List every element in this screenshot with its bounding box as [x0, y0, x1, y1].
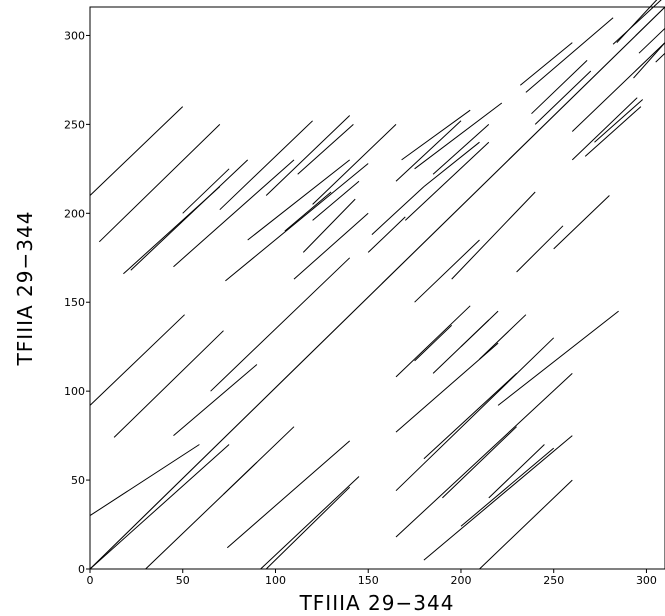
dot-plot-segment [89, 106, 184, 196]
plot-frame [89, 6, 665, 570]
dot-plot-segment [260, 476, 360, 570]
x-tick-label: 0 [87, 574, 94, 587]
dot-plot-segment [312, 124, 397, 205]
dot-plot-segment [516, 225, 564, 273]
dot-plot-segment [423, 435, 573, 561]
x-tick-label: 50 [176, 574, 190, 587]
dot-plot-segment [553, 195, 610, 250]
dot-plot-segment [616, 0, 658, 43]
y-tick-label: 300 [64, 29, 85, 42]
dot-plot-segment [302, 198, 356, 253]
dot-plot-segment [442, 426, 517, 499]
y-axis-title: TFIIIA 29−344 [13, 211, 37, 367]
dot-plot-segments [89, 0, 665, 570]
x-axis-ticks: 0 50 100 150 200 250 300 [87, 569, 657, 587]
dot-plot-segment [404, 141, 490, 221]
dot-plot-segment [460, 310, 499, 348]
dot-plot-segment [612, 0, 662, 45]
dot-plot-segment [497, 310, 619, 406]
dot-plot-segment [488, 444, 545, 499]
dot-plot-segment [519, 42, 573, 86]
dot-plot-segment [226, 440, 351, 549]
dot-plot-segment [633, 42, 665, 79]
dot-plot-segment [594, 99, 644, 143]
dot-plot-segment [219, 120, 313, 211]
dot-plot-segment [210, 257, 351, 392]
y-tick-label: 50 [71, 474, 85, 487]
dot-plot-segment [247, 159, 351, 241]
dot-plot-segment [395, 120, 462, 182]
y-tick-label: 100 [64, 385, 85, 398]
dot-plot-segment [89, 314, 185, 406]
x-tick-label: 100 [265, 574, 286, 587]
dot-plot-segment [265, 115, 351, 196]
x-tick-label: 250 [543, 574, 564, 587]
dot-plot-segment [89, 444, 230, 570]
dot-plot-segment [479, 479, 573, 570]
y-tick-label: 250 [64, 118, 85, 131]
y-tick-label: 200 [64, 207, 85, 220]
dot-plot-segment [423, 373, 517, 460]
x-tick-label: 300 [636, 574, 657, 587]
dot-plot-segment [312, 180, 360, 221]
dot-plot-segment [395, 305, 471, 378]
y-tick-label: 0 [78, 563, 85, 576]
y-axis-ticks: 0 50 100 150 200 250 300 [64, 29, 90, 576]
dot-plot-segment [479, 314, 527, 360]
dot-plot-segment [223, 426, 295, 495]
dot-plot-segment [98, 124, 221, 243]
x-tick-label: 150 [358, 574, 379, 587]
dot-plot-segment [89, 444, 200, 517]
dot-plot-segment [571, 97, 638, 161]
dot-plot-segment [414, 324, 453, 362]
dot-plot-segment [89, 6, 665, 570]
dot-plot-segment [401, 109, 471, 161]
dot-plot-segment [182, 168, 230, 214]
dot-plot-segment [531, 60, 588, 115]
dot-plot-segment [460, 447, 555, 527]
dot-plot-segment [414, 239, 480, 303]
dot-plot-segment [655, 52, 665, 63]
dot-plot-segment [371, 186, 425, 235]
dot-plot-segment [638, 27, 665, 54]
dot-plot-segment [534, 70, 592, 125]
dot-plot-segment [225, 163, 369, 282]
dot-plot-segment [525, 17, 614, 93]
x-axis-title: TFIIIA 29−344 [299, 591, 455, 615]
dot-plot-segment [297, 124, 354, 175]
dot-plot-segment [414, 102, 503, 170]
dot-plot-segment [173, 159, 295, 268]
x-tick-label: 200 [450, 574, 471, 587]
dot-plot-segment [130, 159, 249, 271]
dot-plot-segment [584, 106, 642, 157]
dot-plot-segment [395, 373, 573, 538]
dot-plot-segment [423, 141, 480, 187]
y-tick-label: 150 [64, 296, 85, 309]
dot-plot-segment [293, 212, 369, 280]
dot-plot-segment [367, 216, 406, 253]
dot-plot-segment [571, 42, 665, 132]
dot-plot-segment [265, 486, 351, 570]
dot-plot-segment [451, 191, 536, 280]
dot-plot-segment [113, 330, 224, 438]
dot-plot-segment [432, 124, 490, 175]
dot-plot-segment [395, 337, 555, 492]
dot-plot-segment [173, 364, 258, 436]
dot-plot-segment [284, 191, 332, 232]
